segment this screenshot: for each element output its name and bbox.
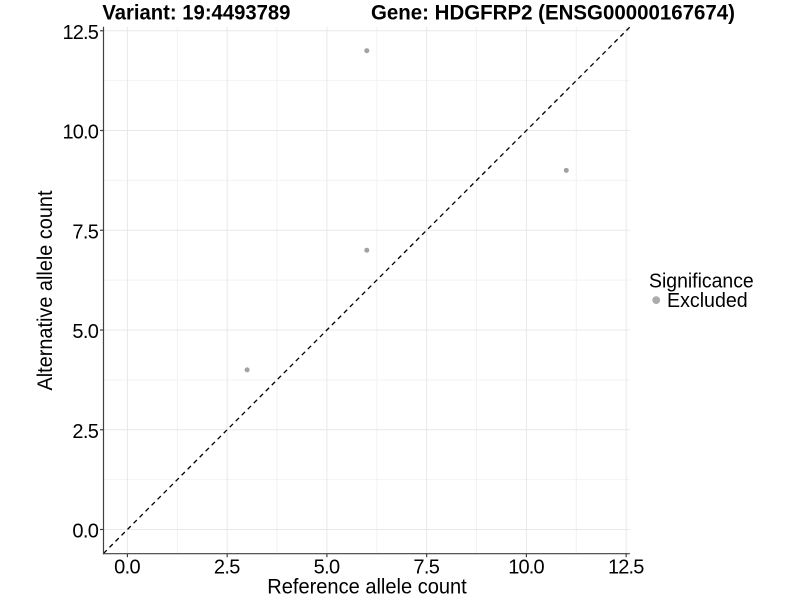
svg-text:Variant: 19:4493789: Variant: 19:4493789 <box>102 1 290 24</box>
svg-text:0.0: 0.0 <box>72 521 99 543</box>
svg-text:10.0: 10.0 <box>508 557 544 579</box>
svg-text:12.5: 12.5 <box>63 22 99 44</box>
svg-text:7.5: 7.5 <box>72 221 99 243</box>
svg-text:12.5: 12.5 <box>608 557 644 579</box>
svg-text:Significance: Significance <box>649 271 754 293</box>
svg-text:Excluded: Excluded <box>667 290 748 312</box>
svg-text:2.5: 2.5 <box>72 421 99 443</box>
svg-text:Reference allele count: Reference allele count <box>267 576 467 599</box>
svg-text:Gene: HDGFRP2 (ENSG00000167674: Gene: HDGFRP2 (ENSG00000167674) <box>371 1 735 24</box>
svg-text:5.0: 5.0 <box>72 321 99 343</box>
svg-text:10.0: 10.0 <box>63 122 99 144</box>
svg-text:Alternative allele count: Alternative allele count <box>34 190 57 390</box>
svg-text:5.0: 5.0 <box>314 557 341 579</box>
svg-text:2.5: 2.5 <box>214 557 241 579</box>
svg-text:0.0: 0.0 <box>114 557 140 579</box>
svg-text:7.5: 7.5 <box>413 557 440 579</box>
